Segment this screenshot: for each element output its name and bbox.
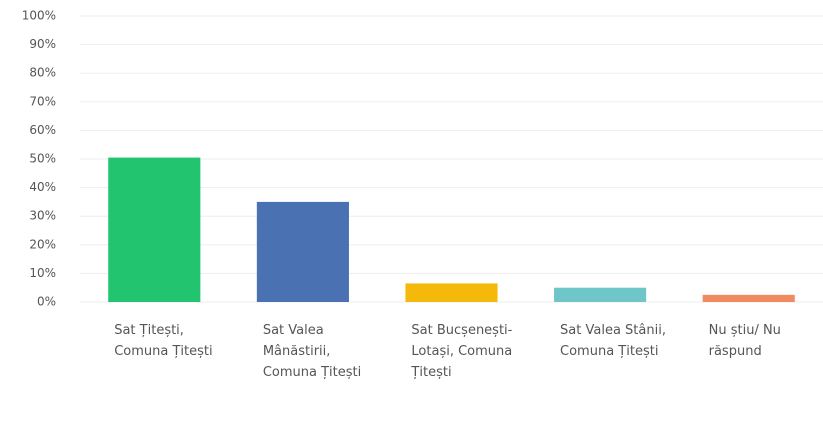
y-tick-label: 0%	[37, 295, 56, 309]
bar	[405, 283, 498, 302]
bar	[256, 201, 349, 302]
y-tick-label: 40%	[29, 180, 56, 194]
y-tick-label: 60%	[29, 123, 56, 137]
x-tick-label: Sat Valea Stânii, Comuna Țitești	[560, 323, 666, 359]
y-tick-label: 20%	[29, 237, 56, 251]
bar	[702, 294, 795, 302]
x-tick-label: Sat Valea Mânăstirii, Comuna Țitești	[262, 323, 362, 380]
y-tick-label: 30%	[29, 209, 56, 223]
x-tick-label: Sat Bucșenești-Lotași, Comuna Țitești	[411, 323, 513, 380]
y-tick-label: 100%	[22, 9, 56, 23]
x-tick-label: Sat Țitești, Comuna Țitești	[114, 323, 213, 359]
bar	[554, 287, 647, 302]
y-tick-label: 90%	[29, 37, 56, 51]
x-tick-label: Nu știu/ Nu răspund	[708, 323, 781, 359]
y-tick-label: 10%	[29, 266, 56, 280]
y-tick-label: 50%	[29, 152, 56, 166]
y-tick-label: 70%	[29, 94, 56, 108]
y-tick-label: 80%	[29, 66, 56, 80]
bar	[108, 157, 201, 302]
